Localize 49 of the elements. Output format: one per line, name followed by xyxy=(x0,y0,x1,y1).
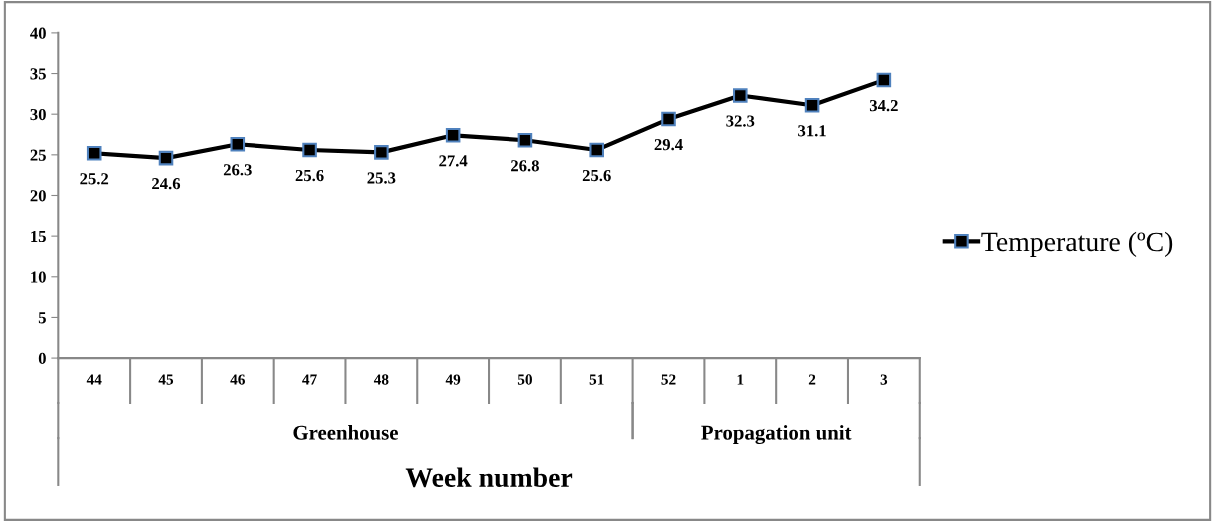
y-tick-label: 10 xyxy=(31,271,46,283)
x-tick-label: 46 xyxy=(230,374,245,385)
data-label: 32.3 xyxy=(726,115,755,127)
data-label: 25.6 xyxy=(582,169,611,182)
point xyxy=(589,142,605,158)
y-tick-label: 5 xyxy=(38,312,46,324)
point xyxy=(517,132,533,148)
point xyxy=(661,111,676,127)
y-tick-label: 20 xyxy=(30,190,46,202)
point xyxy=(733,88,748,103)
x-axis-title: Week number xyxy=(405,467,573,488)
x-tick-label: 3 xyxy=(880,374,888,385)
x-tick-label: 2 xyxy=(808,374,816,385)
x-tick-label: 44 xyxy=(86,374,102,385)
legend-label: Temperature (ºC) xyxy=(981,231,1173,257)
x-tick-label: 47 xyxy=(302,374,317,385)
data-label: 25.2 xyxy=(80,173,109,185)
x-tick-label: 51 xyxy=(589,374,604,385)
point xyxy=(158,150,174,166)
data-label: 26.8 xyxy=(511,160,539,172)
x-tick-label: 45 xyxy=(158,374,174,385)
point xyxy=(374,145,389,160)
y-tick-label: 0 xyxy=(38,352,46,365)
text: Greenhouse xyxy=(293,425,398,440)
data-label: 25.6 xyxy=(295,169,324,182)
y-tick-label: 30 xyxy=(30,108,46,121)
y-tick-label: 40 xyxy=(30,27,46,39)
data-label: 34.2 xyxy=(869,100,898,112)
data-label: 29.4 xyxy=(654,139,683,151)
y-tick-label: 15 xyxy=(31,230,46,243)
data-label: 31.1 xyxy=(798,125,826,137)
point xyxy=(804,97,820,113)
x-tick-label: 48 xyxy=(373,374,389,385)
point xyxy=(876,72,892,88)
data-label: 25.3 xyxy=(367,172,396,184)
text: Propagation unit xyxy=(701,424,852,445)
x-tick-label: 1 xyxy=(737,374,744,385)
data-label: 27.4 xyxy=(439,155,468,167)
data-label: 26.3 xyxy=(223,164,252,176)
x-tick-label: 50 xyxy=(517,374,532,385)
y-tick-label: 35 xyxy=(30,68,46,80)
data-label: 24.6 xyxy=(152,178,181,190)
y-tick-label: 25 xyxy=(30,149,46,161)
point xyxy=(230,136,246,152)
x-tick-label: 49 xyxy=(445,374,461,385)
x-tick-label: 52 xyxy=(661,374,676,385)
point xyxy=(302,142,317,158)
point xyxy=(86,145,102,161)
point xyxy=(445,128,461,143)
